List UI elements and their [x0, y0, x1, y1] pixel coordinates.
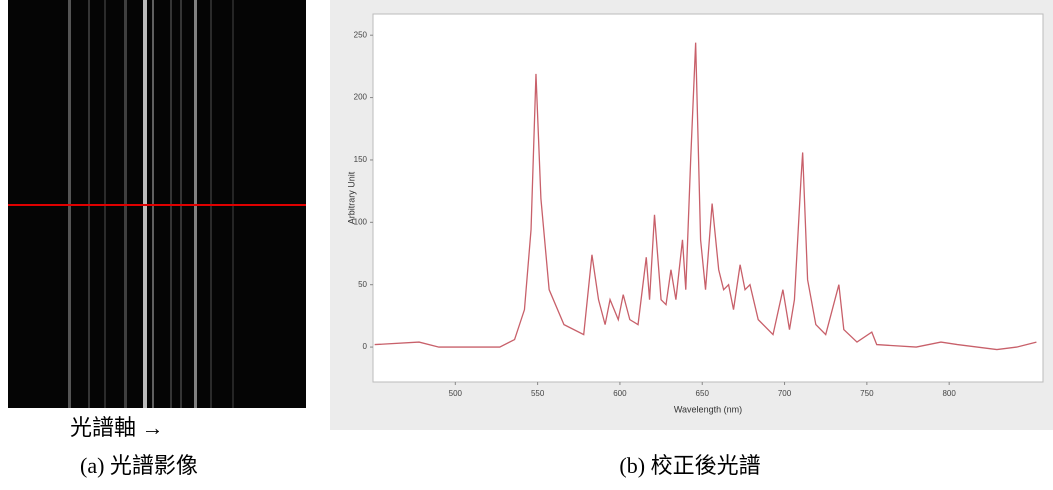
y-tick-label: 150: [354, 155, 368, 164]
y-tick-label: 0: [363, 342, 368, 351]
y-tick-label: 100: [354, 217, 368, 226]
spectral-image: [8, 0, 306, 408]
caption: (b) 校正後光譜: [619, 453, 760, 478]
caption: (a) 光譜影像: [80, 453, 198, 478]
x-tick-label: 600: [613, 389, 627, 398]
y-axis-label: Arbitrary Unit: [346, 171, 356, 224]
y-tick-label: 250: [354, 30, 368, 39]
plot-area: [372, 13, 1044, 383]
x-tick-label: 800: [942, 389, 956, 398]
x-tick-label: 750: [860, 389, 874, 398]
image-axis-label: 光譜軸 →: [70, 415, 164, 440]
y-tick-label: 200: [354, 93, 368, 102]
y-tick-label: 50: [358, 280, 367, 289]
x-tick-label: 650: [696, 389, 710, 398]
x-axis-label: Wavelength (nm): [674, 404, 742, 414]
x-tick-label: 700: [778, 389, 792, 398]
x-tick-label: 500: [449, 389, 463, 398]
spectrum-line: [374, 42, 1037, 351]
x-tick-label: 550: [531, 389, 545, 398]
